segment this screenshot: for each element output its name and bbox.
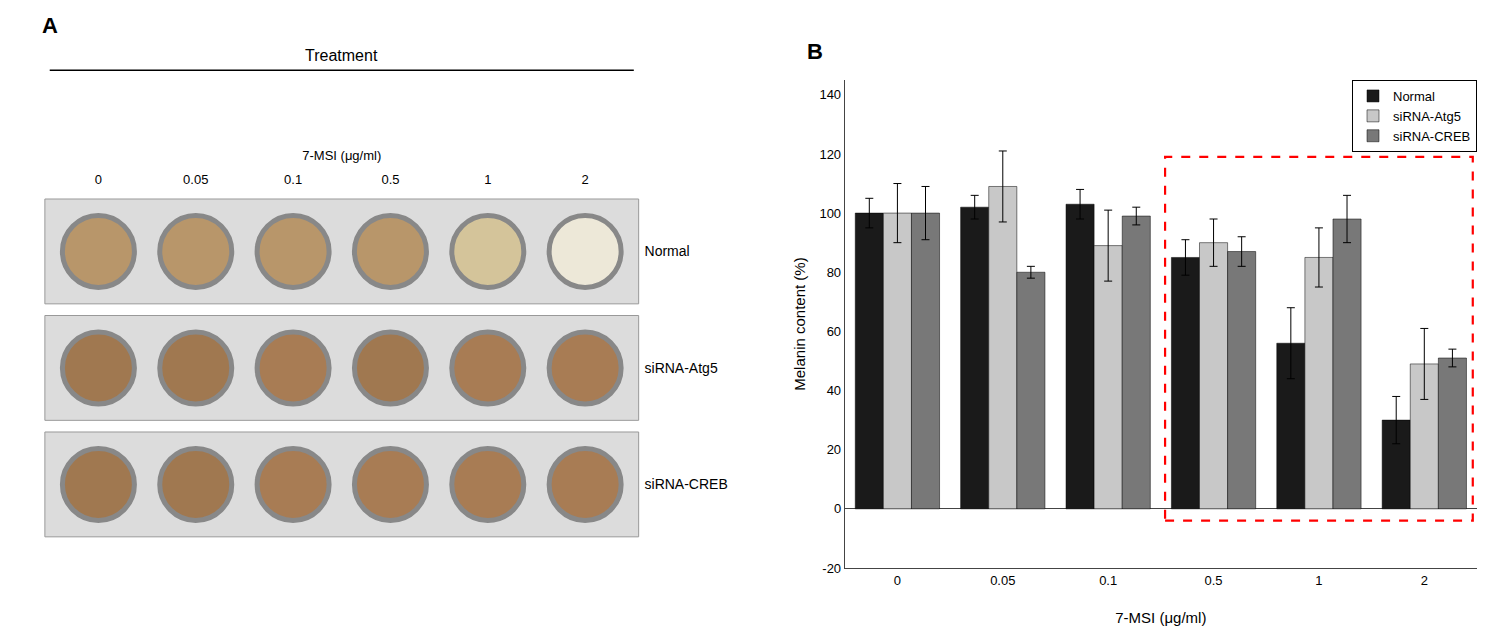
svg-text:siRNA-Atg5: siRNA-Atg5	[1393, 109, 1461, 124]
svg-text:1: 1	[1315, 573, 1322, 588]
svg-text:B: B	[807, 39, 823, 64]
svg-text:60: 60	[827, 324, 841, 339]
svg-text:0.1: 0.1	[1099, 573, 1117, 588]
svg-text:100: 100	[819, 206, 841, 221]
svg-text:0: 0	[894, 573, 901, 588]
svg-text:0.5: 0.5	[381, 172, 399, 187]
svg-text:0.05: 0.05	[183, 172, 208, 187]
svg-text:siRNA-CREB: siRNA-CREB	[1393, 129, 1470, 144]
svg-text:20: 20	[827, 442, 841, 457]
svg-text:80: 80	[827, 265, 841, 280]
svg-text:Normal: Normal	[645, 243, 690, 259]
svg-text:7-MSI (μg/ml): 7-MSI (μg/ml)	[302, 148, 381, 163]
svg-text:siRNA-CREB: siRNA-CREB	[645, 476, 728, 492]
svg-text:1: 1	[484, 172, 491, 187]
svg-text:0.05: 0.05	[990, 573, 1015, 588]
svg-text:40: 40	[827, 383, 841, 398]
svg-text:0: 0	[834, 501, 841, 516]
svg-text:Normal: Normal	[1393, 89, 1435, 104]
svg-text:0: 0	[95, 172, 102, 187]
svg-text:2: 2	[1421, 573, 1428, 588]
svg-text:7-MSI (μg/ml): 7-MSI (μg/ml)	[1115, 609, 1206, 626]
svg-text:0.5: 0.5	[1205, 573, 1223, 588]
svg-text:0.1: 0.1	[284, 172, 302, 187]
svg-text:2: 2	[582, 172, 589, 187]
svg-text:140: 140	[819, 87, 841, 102]
svg-text:A: A	[42, 13, 58, 38]
svg-text:120: 120	[819, 146, 841, 161]
svg-text:Treatment: Treatment	[305, 47, 378, 64]
svg-text:-20: -20	[822, 561, 841, 576]
svg-text:siRNA-Atg5: siRNA-Atg5	[645, 360, 718, 376]
svg-text:Melanin content (%): Melanin content (%)	[791, 257, 808, 390]
